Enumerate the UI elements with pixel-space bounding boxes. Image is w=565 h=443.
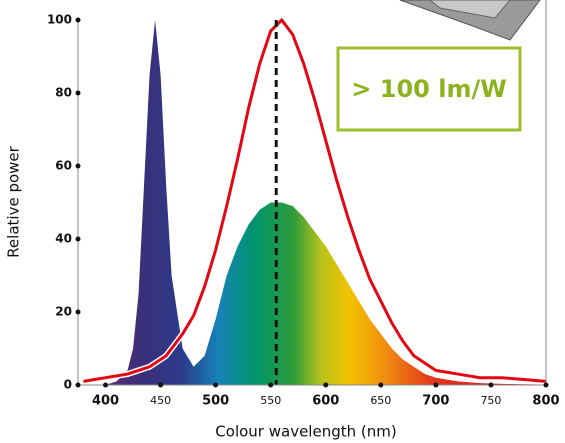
- annotation: > 100 lm/W: [351, 75, 506, 103]
- x-tick-label: 700: [422, 394, 449, 409]
- x-tick: [323, 382, 329, 388]
- x-tick: [158, 382, 164, 388]
- y-tick-label: 100: [47, 13, 72, 27]
- lamp-icon: [399, 0, 541, 41]
- x-tick-label: 450: [150, 394, 171, 407]
- x-tick-label: 750: [480, 394, 501, 407]
- x-tick-label: 500: [202, 394, 229, 409]
- y-tick-label: 80: [55, 86, 72, 100]
- y-tick: [75, 17, 81, 23]
- x-tick: [268, 382, 274, 388]
- y-tick: [75, 90, 81, 96]
- y-tick-label: 0: [64, 378, 72, 392]
- y-tick: [75, 382, 81, 388]
- y-tick: [75, 236, 81, 242]
- y-tick: [75, 309, 81, 315]
- y-tick-label: 60: [55, 159, 72, 173]
- x-tick: [378, 382, 384, 388]
- x-tick-label: 650: [370, 394, 391, 407]
- x-tick: [103, 382, 109, 388]
- x-tick: [213, 382, 219, 388]
- x-tick: [488, 382, 494, 388]
- y-tick-label: 20: [55, 305, 72, 319]
- x-tick: [433, 382, 439, 388]
- x-tick-label: 400: [92, 394, 119, 409]
- spectrum-area: [83, 20, 546, 385]
- x-tick-label: 600: [312, 394, 339, 409]
- y-tick: [75, 163, 81, 169]
- x-tick-label: 550: [260, 394, 281, 407]
- x-tick: [543, 382, 549, 388]
- sensitivity-line: [83, 17, 547, 383]
- annotation-box: [336, 46, 522, 132]
- y-axis-label: Relative power: [5, 145, 23, 257]
- x-axis-label: Colour wavelength (nm): [215, 423, 396, 441]
- x-tick-label: 800: [532, 394, 559, 409]
- y-tick-label: 40: [55, 232, 72, 246]
